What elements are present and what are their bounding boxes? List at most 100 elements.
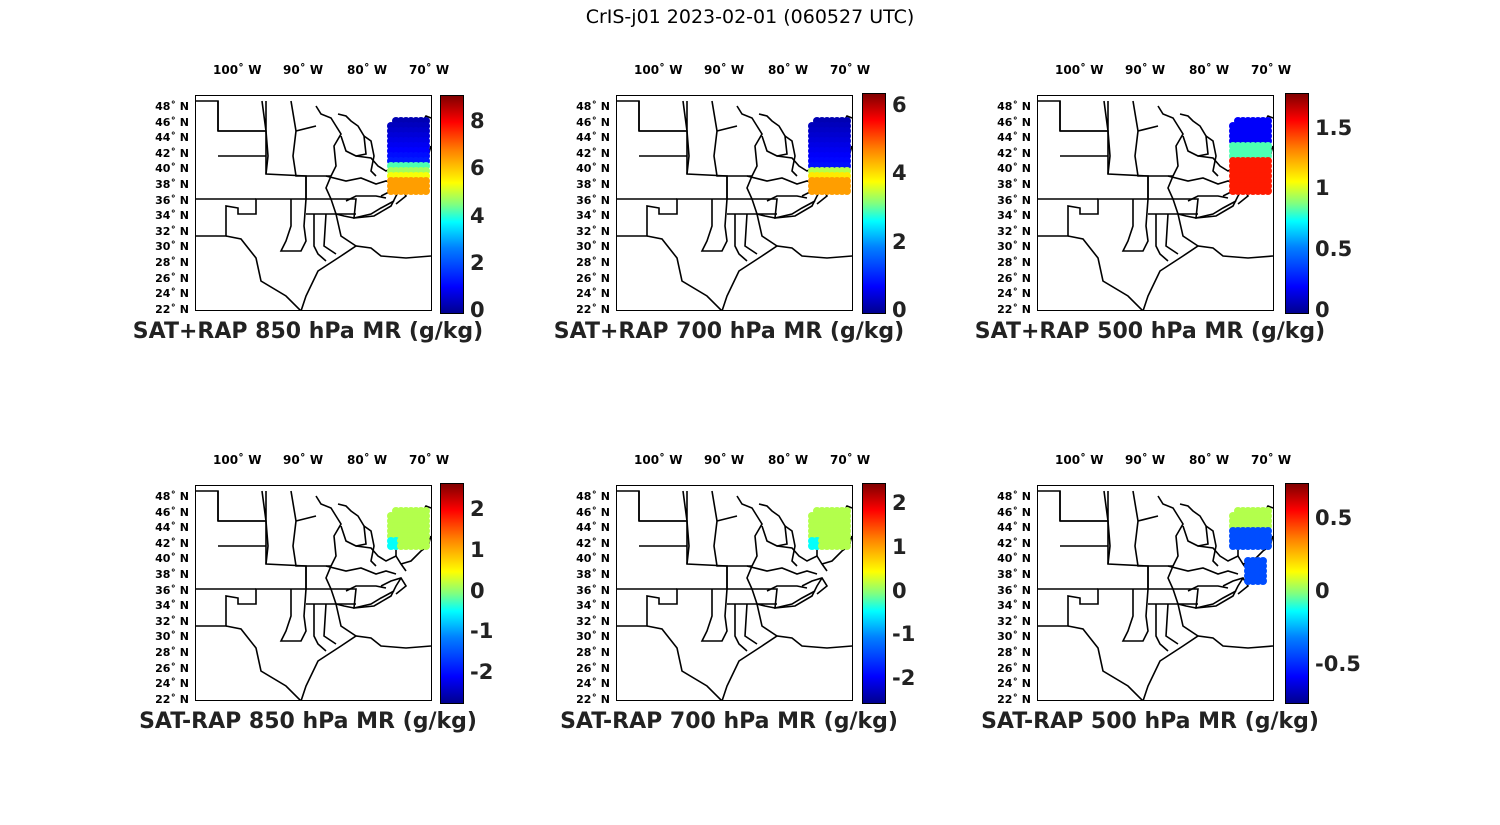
latitude-tick-label: 38˚ N (576, 568, 610, 581)
longitude-tick-label: 70˚ W (830, 453, 871, 467)
colorbar (440, 483, 464, 704)
colorbar-tick-label: 2 (470, 250, 485, 275)
state-boundary-line (700, 198, 728, 252)
state-boundary-line (756, 590, 816, 637)
state-boundary-line (758, 503, 788, 547)
latitude-tick-label: 30˚ N (997, 630, 1031, 644)
state-boundary-line (766, 195, 808, 202)
latitude-tick-label: 36˚ N (576, 583, 610, 597)
latitude-tick-label: 42˚ N (576, 536, 610, 550)
panel-label: SAT+RAP 500 hPa MR (g/kg) (974, 319, 1326, 344)
state-boundary-line (727, 213, 777, 262)
retrieval-data-point (1264, 542, 1272, 550)
state-boundary-line (1038, 491, 1108, 590)
longitude-tick-label: 70˚ W (1251, 63, 1292, 77)
state-boundaries (196, 490, 431, 700)
state-boundary-line (617, 100, 728, 237)
latitude-tick-label: 34˚ N (576, 209, 610, 223)
retrieval-data-point (422, 542, 430, 550)
latitude-tick-label: 38˚ N (155, 568, 189, 581)
latitude-tick-label: 22˚ N (155, 692, 189, 706)
latitude-tick-label: 44˚ N (997, 131, 1031, 145)
latitude-tick-label: 26˚ N (576, 271, 610, 285)
state-boundary-line (261, 490, 269, 565)
latitude-tick-label: 32˚ N (576, 614, 610, 628)
latitude-tick-label: 46˚ N (997, 505, 1031, 519)
state-boundary-line (1179, 503, 1209, 547)
state-boundary-line (261, 100, 269, 175)
state-boundary-line (766, 585, 808, 592)
latitude-tick-label: 42˚ N (155, 536, 189, 550)
latitude-tick-label: 36˚ N (997, 583, 1031, 597)
latitude-tick-label: 28˚ N (576, 646, 610, 659)
latitude-tick-label: 42˚ N (155, 146, 189, 160)
state-boundary-line (306, 213, 356, 262)
state-boundary-line (1179, 113, 1209, 157)
longitude-tick-label: 90˚ W (283, 453, 324, 467)
state-boundary-line (646, 625, 852, 700)
longitude-tick-label: 80˚ W (347, 63, 388, 77)
longitude-tick-label: 90˚ W (1125, 453, 1166, 467)
latitude-tick-label: 48˚ N (155, 490, 189, 503)
state-boundary-line (758, 113, 788, 157)
latitude-tick-label: 38˚ N (155, 178, 189, 191)
longitude-tick-label: 70˚ W (1251, 453, 1292, 467)
latitude-tick-label: 42˚ N (576, 146, 610, 160)
state-boundary-line (1132, 490, 1173, 567)
state-boundary-line (1167, 175, 1197, 219)
latitude-tick-label: 40˚ N (155, 552, 189, 566)
state-boundary-line (1187, 585, 1229, 592)
latitude-tick-label: 46˚ N (576, 505, 610, 519)
map-panel (195, 485, 432, 701)
longitude-tick-label: 100˚ W (634, 453, 683, 467)
map-panel (195, 95, 432, 311)
retrieval-data-point (422, 187, 430, 195)
colorbar-tick-label: 6 (470, 156, 485, 181)
colorbar (862, 93, 886, 314)
colorbar-tick-label: 0 (1315, 298, 1330, 322)
state-boundary-line (784, 135, 798, 177)
state-boundary-line (1038, 100, 1149, 237)
state-boundary-line (756, 200, 816, 247)
retrieval-data-point (843, 542, 851, 550)
longitude-tick-label: 90˚ W (704, 453, 745, 467)
latitude-tick-label: 28˚ N (155, 646, 189, 659)
longitude-tick-label: 100˚ W (213, 453, 262, 467)
state-boundary-line (279, 588, 307, 642)
state-boundary-line (363, 525, 377, 567)
latitude-tick-label: 42˚ N (997, 536, 1031, 550)
state-boundary-line (325, 565, 397, 575)
colorbar (1285, 93, 1309, 314)
latitude-tick-label: 34˚ N (997, 209, 1031, 223)
latitude-tick-label: 22˚ N (997, 302, 1031, 316)
colorbar-tick-label: -0.5 (1315, 651, 1361, 676)
latitude-tick-label: 24˚ N (155, 677, 189, 691)
colorbar-tick-label: 2 (892, 229, 907, 254)
state-boundary-line (1038, 101, 1108, 200)
state-boundary-line (380, 577, 408, 595)
state-boundary-line (290, 490, 331, 567)
latitude-tick-label: 30˚ N (155, 240, 189, 254)
latitude-tick-label: 44˚ N (576, 131, 610, 145)
state-boundary-line (1205, 525, 1219, 567)
latitude-tick-label: 34˚ N (997, 599, 1031, 613)
latitude-tick-label: 46˚ N (997, 115, 1031, 129)
state-boundary-line (726, 176, 823, 219)
state-boundary-line (325, 565, 355, 609)
latitude-tick-label: 36˚ N (155, 583, 189, 597)
state-boundary-line (1148, 603, 1198, 652)
state-boundary-line (345, 195, 387, 202)
state-boundary-line (746, 175, 776, 219)
colorbar-tick-label: -1 (892, 622, 916, 647)
state-boundary-line (700, 588, 728, 642)
state-boundary-line (325, 175, 355, 219)
state-boundary-line (1177, 590, 1237, 637)
state-boundary-line (1167, 175, 1239, 185)
latitude-tick-label: 36˚ N (997, 193, 1031, 207)
longitude-tick-label: 100˚ W (1055, 63, 1104, 77)
latitude-tick-label: 28˚ N (576, 256, 610, 269)
state-boundary-line (1121, 198, 1149, 252)
latitude-tick-label: 38˚ N (997, 568, 1031, 581)
latitude-tick-label: 40˚ N (997, 162, 1031, 176)
retrieval-data-point (843, 187, 851, 195)
